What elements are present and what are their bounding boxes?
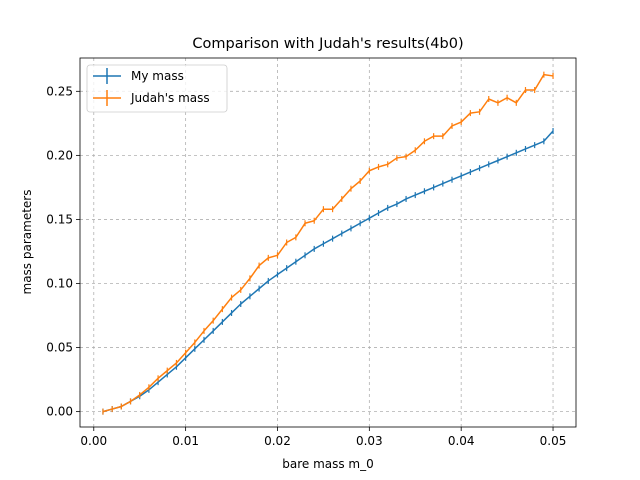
legend: My mass Judah's mass: [86, 64, 228, 113]
x-axis-label: bare mass m_0: [282, 457, 374, 471]
x-tick-label: 0.02: [264, 434, 291, 448]
y-tick-label: 0.10: [46, 277, 73, 291]
x-tick-label: 0.05: [540, 434, 567, 448]
grid: [80, 58, 576, 427]
y-tick-label: 0.05: [46, 341, 73, 355]
series-my-mass: [102, 128, 554, 415]
y-tick-label: 0.00: [46, 405, 73, 419]
legend-label-my-mass: My mass: [131, 69, 184, 83]
series-line-my-mass: [102, 130, 554, 413]
series-judah-s-mass: [102, 71, 554, 415]
x-axis: 0.00 0.01 0.02 0.03 0.04 0.05: [80, 427, 566, 448]
chart-title: Comparison with Judah's results(4b0): [192, 36, 463, 52]
series-layer: [102, 71, 554, 415]
y-tick-label: 0.20: [46, 148, 73, 162]
x-tick-label: 0.00: [80, 434, 107, 448]
plot-frame: [79, 57, 577, 428]
legend-label-judahs-mass: Judah's mass: [130, 91, 210, 105]
y-axis-label: mass parameters: [20, 190, 34, 295]
series-line-judah-s-mass: [102, 73, 554, 413]
x-tick-label: 0.03: [356, 434, 383, 448]
y-tick-label: 0.15: [46, 212, 73, 226]
legend-frame: [86, 64, 228, 113]
x-tick-label: 0.04: [448, 434, 475, 448]
y-axis: 0.00 0.05 0.10 0.15 0.20 0.25: [46, 84, 80, 419]
y-tick-label: 0.25: [46, 84, 73, 98]
x-tick-label: 0.01: [172, 434, 199, 448]
